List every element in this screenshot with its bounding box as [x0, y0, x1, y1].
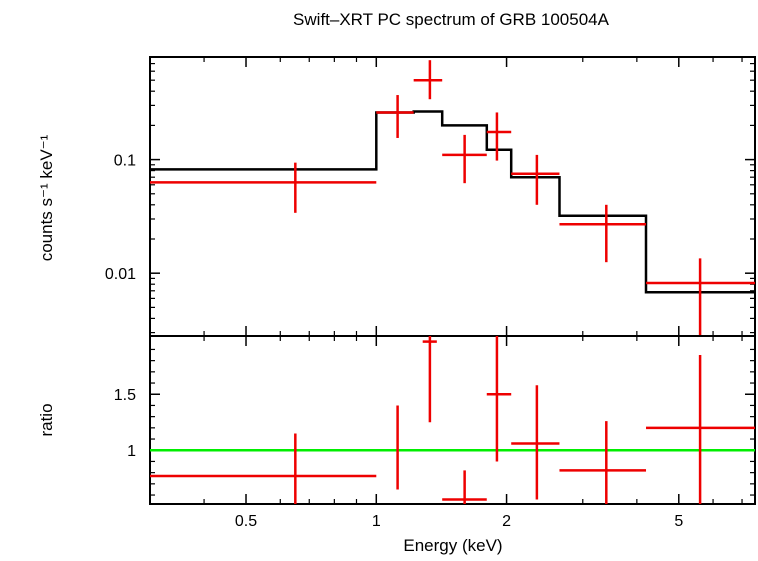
spectrum-y-axis-label: counts s⁻¹ keV⁻¹	[37, 134, 56, 261]
model-step-line	[150, 110, 755, 294]
x-tick-label: 2	[502, 513, 511, 530]
ratio-frame	[149, 335, 756, 505]
ratio-y-tick-label: 1	[127, 443, 136, 460]
x-axis-label: Energy (keV)	[403, 536, 502, 555]
ratio-y-axis-label: ratio	[37, 403, 56, 436]
x-tick-label: 0.5	[235, 513, 257, 530]
plot-layer: 0.1 0.01 0.5 1 2 5 1 1.5	[105, 56, 756, 530]
chart-title: Swift–XRT PC spectrum of GRB 100504A	[293, 10, 610, 29]
x-tick-label: 5	[674, 513, 683, 530]
x-tick-label: 1	[372, 513, 381, 530]
spectrum-y-tick-label: 0.1	[114, 153, 136, 170]
spectrum-frame	[149, 56, 756, 337]
spectrum-y-tick-label: 0.01	[105, 266, 136, 283]
ratio-y-tick-label: 1.5	[114, 387, 136, 404]
